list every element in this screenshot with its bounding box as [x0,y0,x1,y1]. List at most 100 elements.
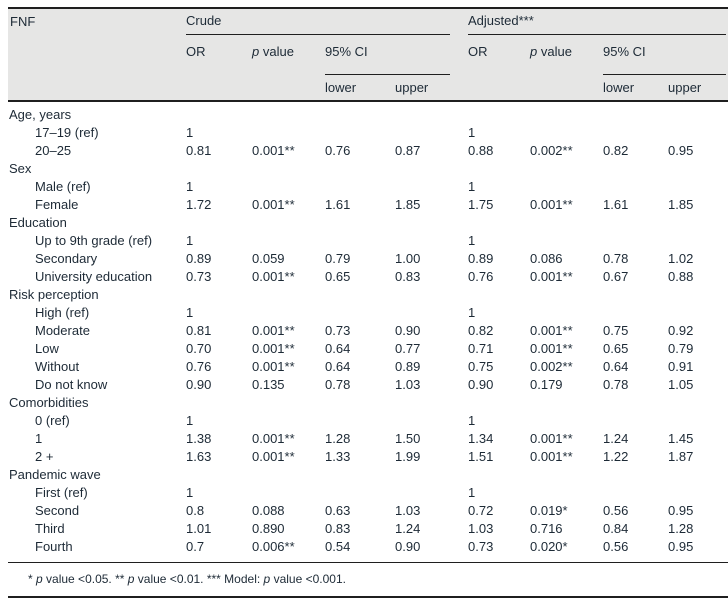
row-label: Secondary [35,251,98,266]
crude-pvalue: 0.001** [252,323,295,338]
crude-pvalue: 0.001** [252,359,295,374]
adjusted-pvalue: 0.086 [530,251,563,266]
crude-ci-lower: 0.83 [325,521,351,536]
adjusted-pvalue: 0.179 [530,377,563,392]
adjusted-ci-lower [603,178,668,196]
significance-footnote: * p value <0.05. ** p value <0.01. *** M… [28,572,346,586]
adjusted-ci-upper: 1.05 [668,377,694,392]
section-label: Comorbidities [9,395,89,410]
adjusted-ci-upper: 0.88 [668,269,694,284]
adjusted-pvalue: 0.716 [530,521,563,536]
row-label: Without [35,359,80,374]
data-row: Male (ref) 1 1 [8,178,728,196]
adjusted-ci-lower: 0.56 [603,503,629,518]
data-row: High (ref) 1 1 [8,304,728,322]
adjusted-pvalue: 0.019* [530,503,568,518]
section-row: Risk perception [8,286,728,304]
group-header-crude: Crude [186,9,450,35]
column-header-fnf: FNF [10,14,36,29]
crude-or-value: 0.81 [186,323,212,338]
crude-ci-lower [325,124,395,142]
adjusted-or-value: 1.34 [468,431,494,446]
crude-pvalue: 0.006** [252,539,295,554]
crude-or-value: 1 [186,179,194,194]
statistics-table: FNF Crude Adjusted*** OR p value 95% CI … [8,7,728,598]
adjusted-ci-upper: 0.95 [668,143,694,158]
data-row: Up to 9th grade (ref) 1 1 [8,232,728,250]
adjusted-ci-upper [668,178,728,196]
crude-ci-upper: 1.50 [395,431,421,446]
crude-pvalue [252,304,325,322]
adjusted-ci-lower [603,124,668,142]
crude-ci-lower [325,412,395,430]
crude-or-value: 1 [186,125,194,140]
adjusted-ci-upper: 1.28 [668,521,694,536]
adjusted-pvalue [530,124,603,142]
crude-pvalue: 0.001** [252,449,295,464]
adjusted-ci-upper: 1.45 [668,431,694,446]
crude-ci-lower: 0.63 [325,503,351,518]
crude-ci-lower: 0.64 [325,359,351,374]
adjusted-pvalue [530,412,603,430]
crude-ci-lower: 1.28 [325,431,351,446]
data-row: 20–25 0.81 0.001** 0.76 0.87 0.88 0.002** 0.82 0… [8,142,728,160]
adjusted-or-value: 1 [468,179,476,194]
data-row: Third 1.01 0.890 0.83 1.24 1.03 0.716 0.84 1.28 [8,520,728,538]
data-row: Moderate 0.81 0.001** 0.73 0.90 0.82 0.001** 0.… [8,322,728,340]
section-label: Education [9,215,67,230]
crude-ci-lower: 0.73 [325,323,351,338]
crude-or-value: 1 [186,305,194,320]
adjusted-or-value: 1.75 [468,197,494,212]
adjusted-or-value: 1 [468,125,476,140]
crude-ci-upper: 0.77 [395,341,421,356]
crude-pvalue [252,232,325,250]
crude-ci-upper [395,304,468,322]
column-header-crude-lower: lower [325,80,357,95]
crude-or-value: 1 [186,233,194,248]
data-row: Do not know 0.90 0.135 0.78 1.03 0.90 0.179 0.7… [8,376,728,394]
crude-ci-upper: 0.90 [395,539,421,554]
adjusted-pvalue: 0.001** [530,341,573,356]
crude-or-value: 0.89 [186,251,212,266]
adjusted-ci-upper: 1.87 [668,449,694,464]
row-label: Fourth [35,539,73,554]
adjusted-or-value: 0.82 [468,323,494,338]
crude-pvalue: 0.135 [252,377,285,392]
data-row: 2 + 1.63 0.001** 1.33 1.99 1.51 0.001** 1.22 1.8… [8,448,728,466]
crude-or-value: 0.8 [186,503,205,518]
section-row: Age, years [8,106,728,124]
crude-ci-upper: 0.87 [395,143,421,158]
adjusted-ci-upper [668,412,728,430]
adjusted-pvalue: 0.001** [530,431,573,446]
column-header-crude-pvalue: p value [252,44,294,59]
adjusted-pvalue: 0.001** [530,269,573,284]
data-row: Second 0.8 0.088 0.63 1.03 0.72 0.019* 0.56 0.95 [8,502,728,520]
adjusted-ci-lower: 0.82 [603,143,629,158]
adjusted-ci-upper [668,232,728,250]
crude-ci-lower: 0.76 [325,143,351,158]
data-row: 0 (ref) 1 1 [8,412,728,430]
data-row: Fourth 0.7 0.006** 0.54 0.90 0.73 0.020* 0.56 0.… [8,538,728,556]
crude-or-value: 0.73 [186,269,212,284]
adjusted-ci-upper: 0.95 [668,503,694,518]
crude-or-value: 1.63 [186,449,212,464]
adjusted-pvalue: 0.001** [530,449,573,464]
crude-pvalue: 0.001** [252,269,295,284]
crude-ci-upper: 1.24 [395,521,421,536]
row-label: 2 + [35,449,54,464]
crude-ci-upper: 0.90 [395,323,421,338]
crude-or-value: 1 [186,485,194,500]
crude-ci-lower: 0.64 [325,341,351,356]
adjusted-or-value: 0.90 [468,377,494,392]
adjusted-or-value: 0.71 [468,341,494,356]
crude-pvalue: 0.001** [252,431,295,446]
adjusted-ci-lower: 0.67 [603,269,629,284]
crude-ci-upper: 1.99 [395,449,421,464]
row-label: University education [35,269,153,284]
column-header-adjusted-upper: upper [668,80,702,95]
adjusted-pvalue [530,304,603,322]
section-label: Risk perception [9,287,99,302]
row-label: Do not know [35,377,108,392]
row-label: 1 [35,431,43,446]
crude-ci-upper [395,178,468,196]
